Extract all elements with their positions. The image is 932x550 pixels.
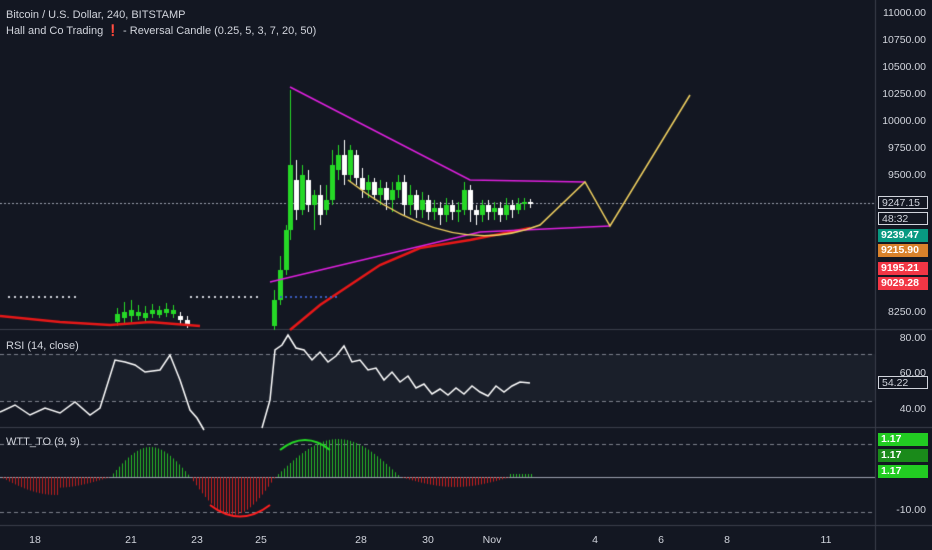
indicator-label[interactable]: Hall and Co Trading ❗ - Reversal Candle … (6, 25, 317, 37)
time-tick: Nov (482, 534, 502, 546)
wtt-tick: -10.00 (896, 504, 926, 516)
price-tick: 10250.00 (882, 88, 926, 100)
chart-title[interactable]: Bitcoin / U.S. Dollar, 240, BITSTAMP (6, 9, 186, 21)
time-tick: 6 (658, 534, 664, 546)
price-tick: 9500.00 (888, 169, 926, 181)
last-price-badge: 9247.15 (878, 196, 928, 209)
price-tick: 11000.00 (882, 7, 926, 19)
price-badge-red: 9195.21 (878, 262, 928, 275)
rsi-pane-label[interactable]: RSI (14, close) (6, 340, 79, 352)
time-tick: 30 (422, 534, 434, 546)
price-tick: 8250.00 (888, 306, 926, 318)
rsi-tick: 40.00 (899, 403, 926, 415)
rsi-current-badge: 54.22 (878, 376, 928, 389)
price-tick: 9750.00 (888, 142, 926, 154)
time-tick: 4 (592, 534, 598, 546)
wtt-badge: 1.17 (878, 465, 928, 478)
countdown-badge: 48:32 (878, 212, 928, 225)
rsi-tick: 80.00 (899, 332, 926, 344)
time-tick: 18 (29, 534, 41, 546)
wtt-badge: 1.17 (878, 433, 928, 446)
price-tick: 10000.00 (882, 115, 926, 127)
wtt-badge: 1.17 (878, 449, 928, 462)
time-tick: 28 (355, 534, 367, 546)
wtt-pane-label[interactable]: WTT_TO (9, 9) (6, 436, 80, 448)
price-badge-orange: 9215.90 (878, 244, 928, 257)
time-tick: 11 (820, 534, 832, 546)
time-tick: 21 (125, 534, 137, 546)
price-badge-green: 9239.47 (878, 229, 928, 242)
price-tick: 10500.00 (882, 61, 926, 73)
price-badge-red: 9029.28 (878, 277, 928, 290)
time-tick: 8 (724, 534, 730, 546)
time-tick: 25 (255, 534, 267, 546)
price-tick: 10750.00 (882, 34, 926, 46)
time-tick: 23 (191, 534, 203, 546)
